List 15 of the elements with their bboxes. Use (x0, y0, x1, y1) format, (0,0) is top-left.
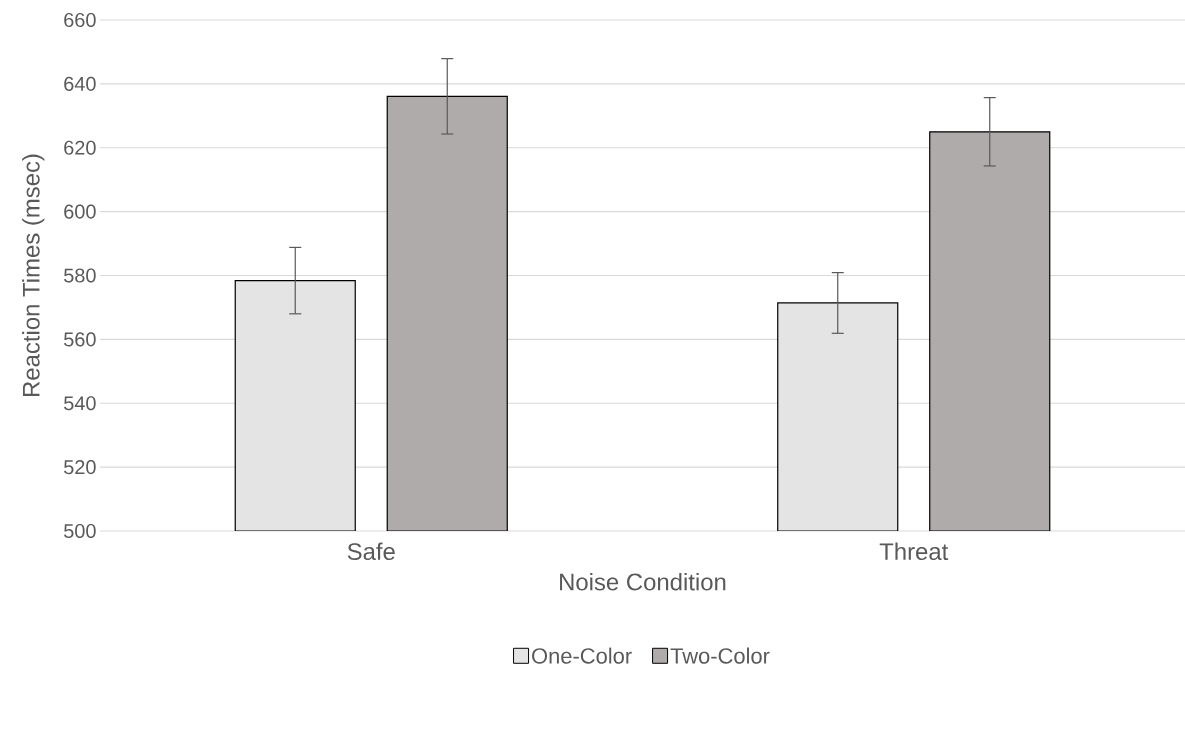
y-axis-title: Reaction Times (msec) (22, 154, 45, 396)
y-tick-label: 660 (64, 12, 96, 28)
x-tick-label: Threat (879, 542, 949, 561)
y-tick-label: 520 (64, 460, 96, 475)
y-tick-label: 600 (64, 204, 96, 219)
y-tick-label: 500 (64, 523, 96, 539)
y-tick-label: 640 (64, 76, 96, 91)
y-tick-label: 560 (64, 332, 96, 347)
legend-label: Two-Color (670, 647, 770, 664)
y-tick-label: 540 (64, 396, 96, 411)
legend-label: One-Color (532, 647, 632, 664)
x-axis-title: Noise Condition (560, 572, 726, 591)
y-tick-label: 620 (64, 140, 96, 155)
x-tick-label: Safe (347, 542, 395, 561)
y-tick-label: 580 (64, 268, 96, 283)
